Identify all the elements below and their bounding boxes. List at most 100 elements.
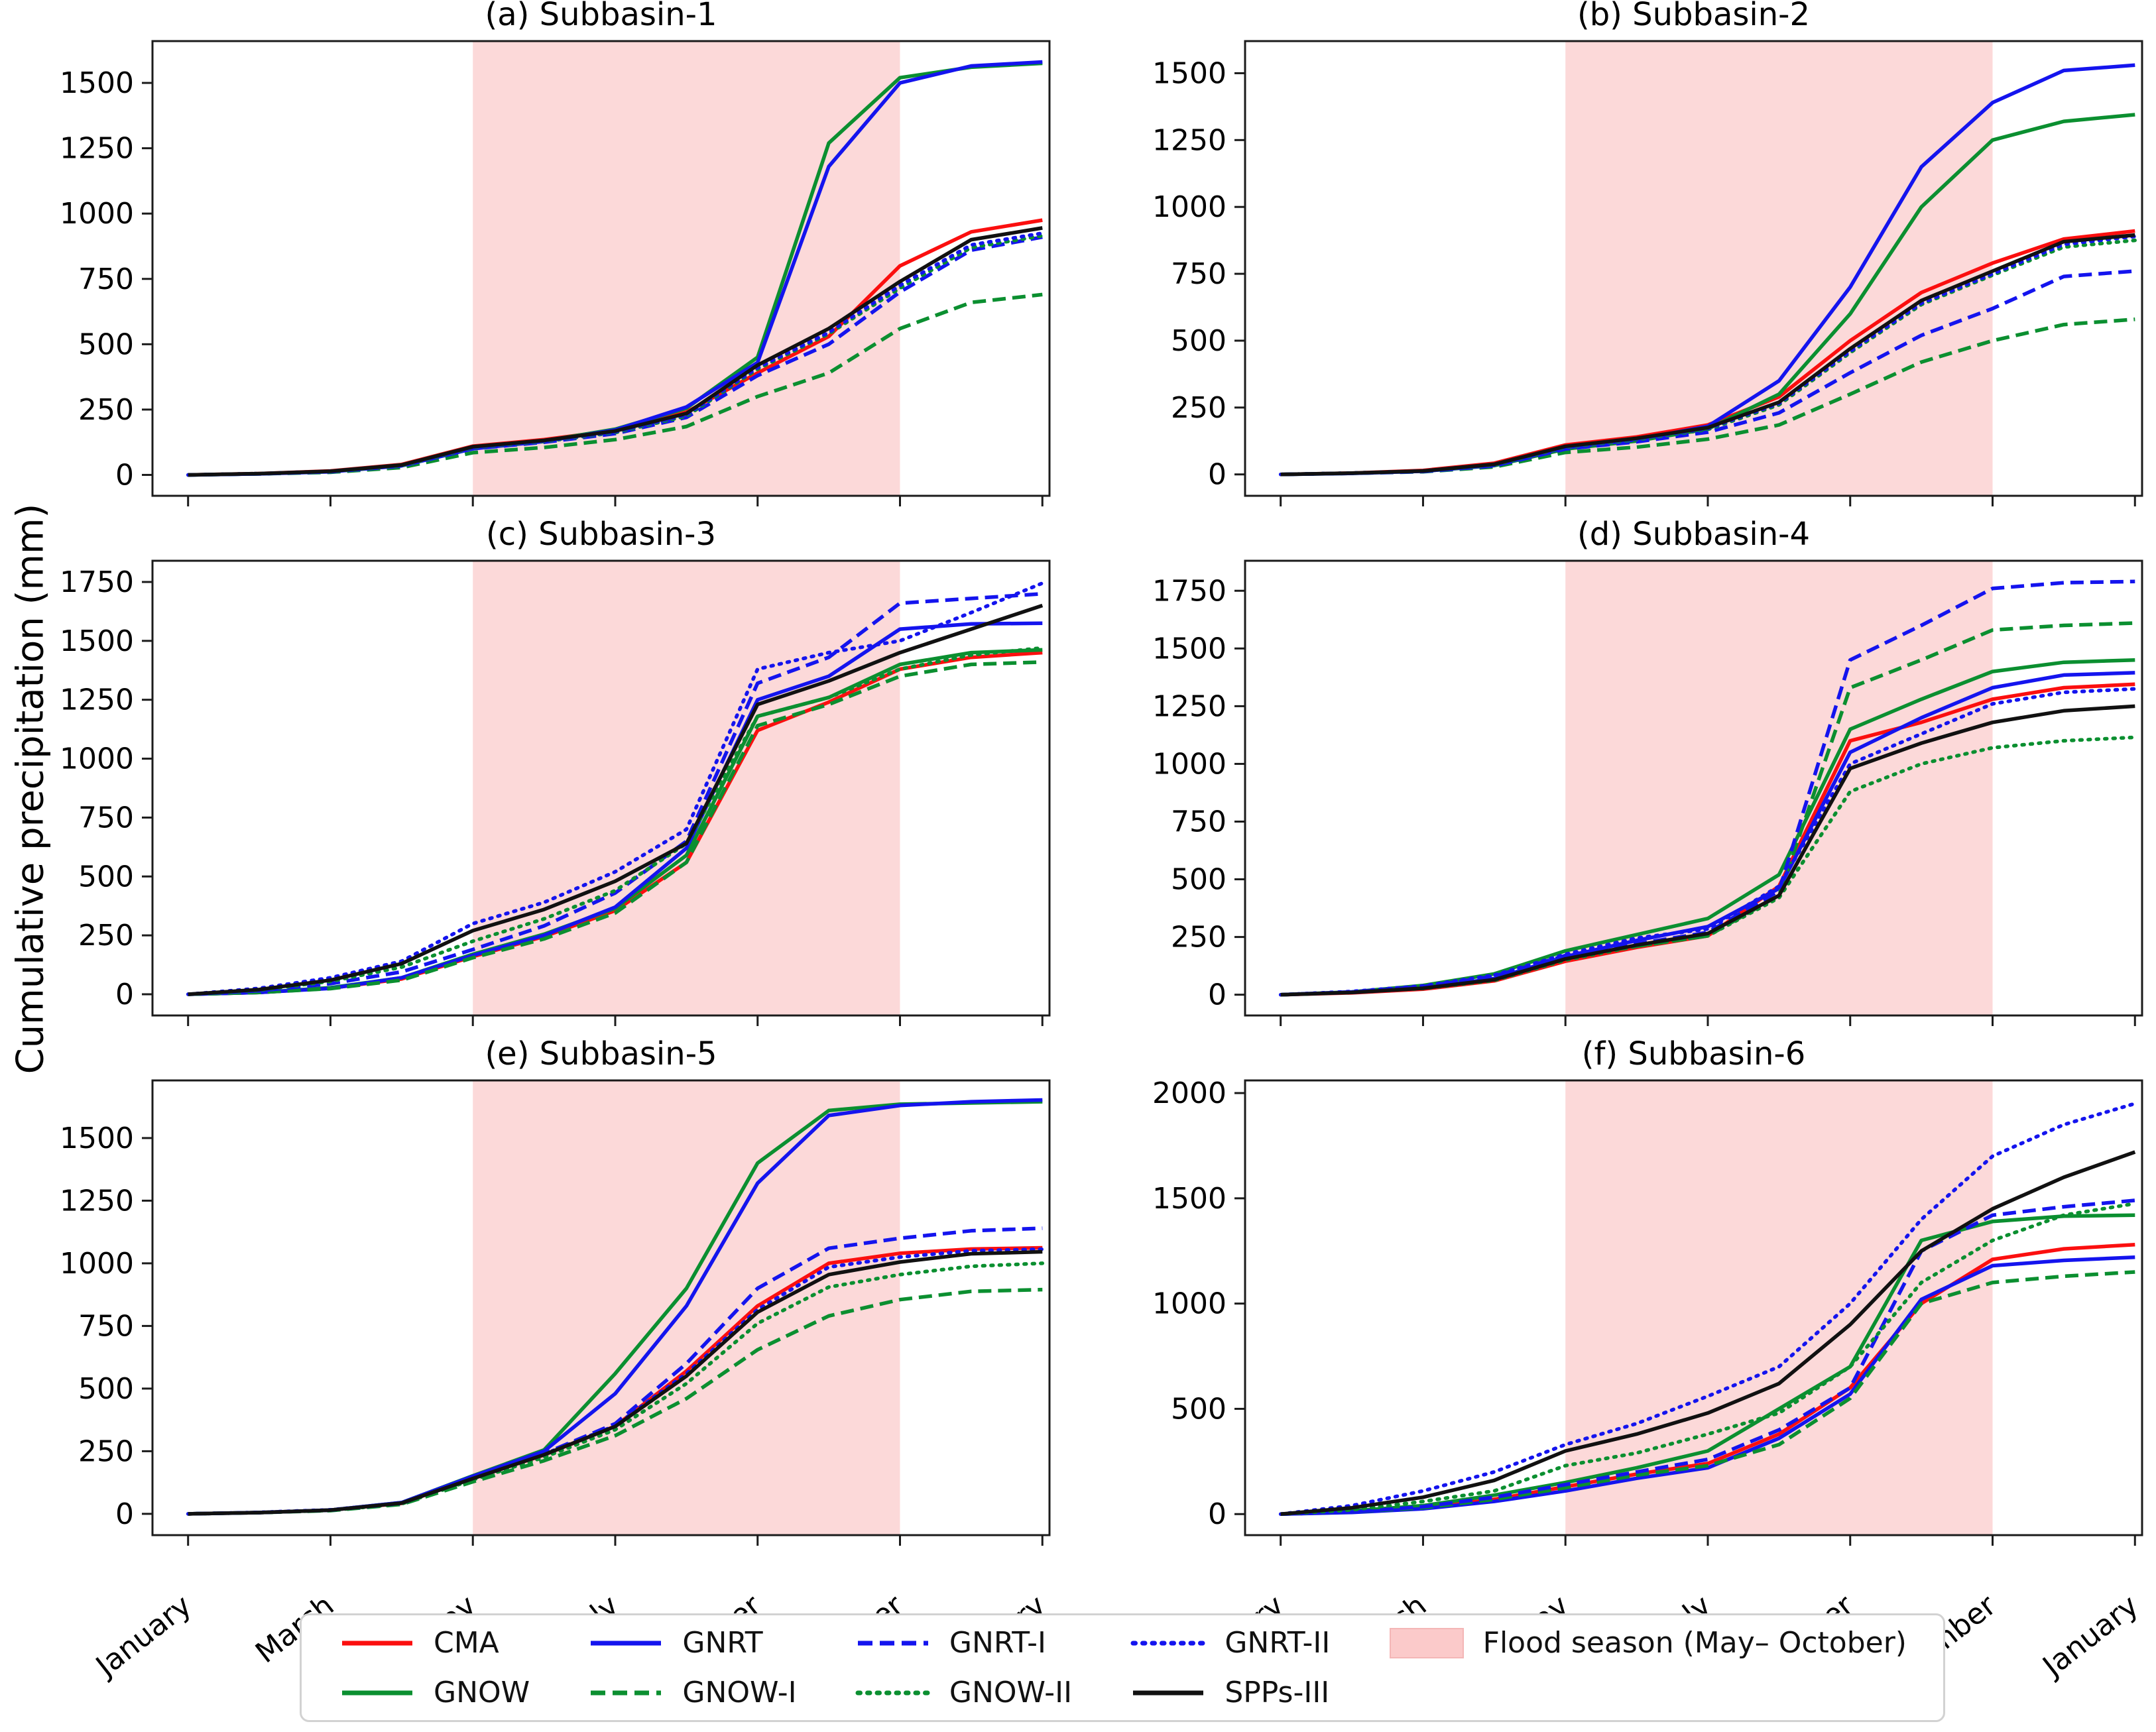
y-tick-label: 250 [78,1434,134,1468]
gnrt-i-line-icon [857,1641,928,1645]
series-line-spps-iii [1280,233,2135,477]
series-line-spps-iii [188,226,1043,477]
y-tick-label: 1000 [60,197,134,231]
y-tick-label: 1750 [60,565,134,599]
cma-line-icon [342,1641,412,1645]
legend-item-cma: CMA [338,1626,530,1660]
legend-item-gnrt-ii: GNRT-II [1129,1626,1330,1660]
flood-season-patch-icon [1389,1627,1464,1658]
subplot-title-b: (b) Subbasin-2 [1577,0,1810,33]
y-tick-label: 1000 [60,1247,134,1281]
y-tick-label: 1250 [60,683,134,717]
y-tick-label: 750 [1171,805,1227,838]
legend-item-gnow-i: GNOW-I [587,1676,797,1709]
legend-item-gnrt-i: GNRT-I [854,1626,1072,1660]
legend-label-cma: CMA [434,1626,499,1660]
y-tick-label: 1250 [1152,689,1227,723]
y-tick-label: 500 [1171,863,1227,897]
x-tick-label: January [88,1588,198,1684]
y-tick-label: 500 [78,327,134,361]
subplot-title-f: (f) Subbasin-6 [1582,1035,1805,1072]
y-tick-label: 1250 [60,132,134,166]
y-tick-label: 750 [78,262,134,296]
legend-label-gnrt: GNRT [682,1626,763,1660]
y-tick-label: 0 [115,1497,134,1531]
y-tick-label: 1750 [1152,574,1227,608]
flood-season-band [473,41,900,496]
y-tick-label: 1500 [1152,56,1227,90]
legend-label-gnow-i: GNOW-I [682,1676,797,1709]
series-line-spps-iii [188,1249,1043,1516]
series-line-spps-iii [1280,1150,2136,1516]
series-line-gnrt-ii [186,581,1045,996]
y-tick-label: 250 [78,919,134,953]
subplot-title-a: (a) Subbasin-1 [485,0,717,33]
spps-iii-line-icon [1133,1690,1204,1695]
axes-box-c [151,559,1051,1017]
flood-season-band [1565,1080,1993,1535]
flood-season-band [473,561,900,1015]
x-tick-label: January [2035,1588,2145,1684]
y-axis-label: Cumulative precipitation (mm) [9,503,52,1074]
legend-item-gnow: GNOW [338,1676,530,1709]
legend-label-gnow: GNOW [434,1676,530,1709]
legend-label-gnrt-i: GNRT-I [949,1626,1046,1660]
y-tick-label: 1000 [60,742,134,776]
subplot-title-d: (d) Subbasin-4 [1577,516,1810,553]
series-line-gnrt-i [1280,1198,2135,1516]
y-tick-label: 250 [78,393,134,427]
gnow-i-line-icon [591,1690,662,1695]
gnow-line-icon [342,1690,412,1695]
legend-label-gnow-ii: GNOW-II [949,1676,1073,1709]
y-tick-label: 2000 [1152,1076,1227,1110]
legend-item-flood-season: Flood season (May– October) [1388,1625,1907,1662]
series-line-spps-iii [188,603,1044,996]
legend-item-gnrt: GNRT [587,1626,796,1660]
y-tick-label: 1500 [1152,632,1227,665]
axes-box-d [1244,559,2143,1017]
series-line-gnow-ii [1278,1202,2137,1516]
y-tick-label: 500 [1171,324,1227,358]
axes-box-e [151,1079,1051,1536]
y-tick-label: 0 [1208,458,1227,492]
gnow-ii-line-icon [855,1690,931,1695]
legend-label-gnrt-ii: GNRT-II [1225,1626,1331,1660]
axes-box-f [1244,1079,2143,1536]
gnrt-line-icon [591,1641,662,1645]
y-tick-label: 0 [1208,978,1227,1012]
legend-item-spps-iii: SPPs-III [1129,1676,1330,1709]
y-tick-label: 1000 [1152,190,1227,224]
y-tick-label: 500 [78,1372,134,1406]
series-line-gnrt-ii [1278,1102,2137,1516]
axes-box-b [1244,40,2143,497]
y-tick-label: 250 [1171,921,1227,954]
y-tick-label: 750 [78,801,134,835]
y-tick-label: 1500 [60,66,134,100]
series-line-gnow-i [188,660,1043,996]
axes-box-a [151,40,1051,497]
y-tick-label: 1500 [60,624,134,658]
y-tick-label: 1000 [1152,1287,1227,1321]
y-tick-label: 1250 [60,1184,134,1218]
y-tick-label: 1250 [1152,123,1227,157]
y-tick-label: 500 [78,860,134,894]
subplot-title-e: (e) Subbasin-5 [485,1035,717,1072]
y-tick-label: 750 [78,1309,134,1343]
subplot-title-c: (c) Subbasin-3 [486,516,716,553]
y-tick-label: 1500 [1152,1182,1227,1216]
gnrt-ii-line-icon [1130,1641,1206,1645]
y-tick-label: 250 [1171,391,1227,425]
legend-label-spps-iii: SPPs-III [1225,1676,1330,1709]
y-tick-label: 1000 [1152,747,1227,781]
flood-season-band [1565,41,1993,496]
series-line-gnrt-i [188,592,1043,996]
legend-item-gnow-ii: GNOW-II [854,1676,1072,1709]
y-tick-label: 0 [1208,1497,1227,1531]
series-line-spps-iii [1280,704,2135,997]
series-line-gnrt-ii [1278,687,2137,997]
y-tick-label: 0 [115,458,134,492]
y-tick-label: 1500 [60,1122,134,1155]
legend: CMA GNOW GNRT GNOW-I GNRT-I GNOW-II GNRT… [300,1613,1945,1722]
